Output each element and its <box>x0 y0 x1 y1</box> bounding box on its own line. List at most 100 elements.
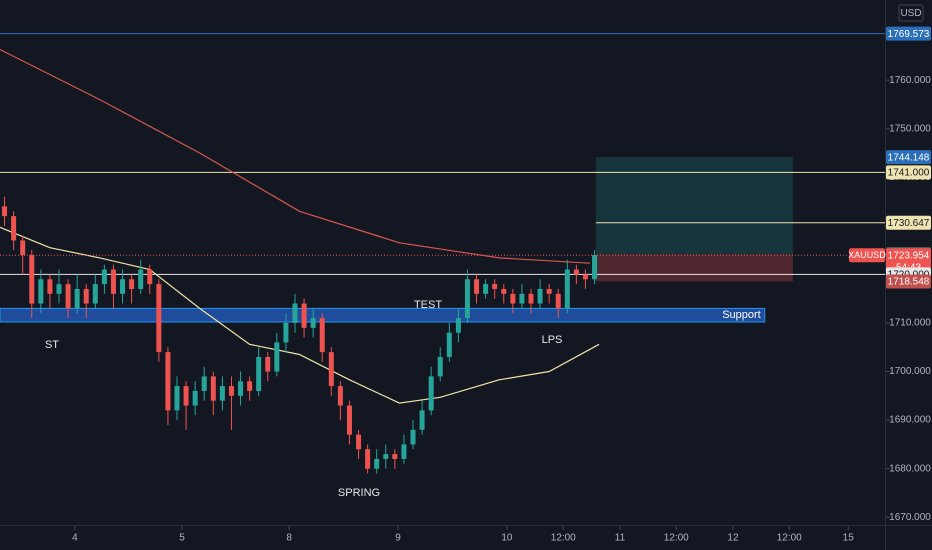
candle-body <box>510 293 516 304</box>
level-tag-label: 1741.000 <box>888 168 930 179</box>
candle-body <box>283 322 289 343</box>
stop-tag-box <box>886 274 931 289</box>
candle-body <box>201 376 207 391</box>
support-zone <box>0 307 766 323</box>
x-tick-label: 8 <box>286 533 292 544</box>
x-tick-label: 11 <box>615 533 626 544</box>
candle-body <box>247 381 253 391</box>
candle-body <box>519 293 525 304</box>
candle-body <box>156 284 162 353</box>
stop-tag-label: 1718.548 <box>888 277 930 288</box>
candle-body <box>455 318 461 333</box>
candle-body <box>192 390 198 406</box>
candle-body <box>120 279 126 294</box>
last-price-label: 1723.954 <box>888 250 930 261</box>
candle-body <box>319 318 325 353</box>
candle-body <box>464 279 470 319</box>
candle-body <box>219 386 225 401</box>
candle-body <box>238 381 244 396</box>
y-tick-label: 1710.000 <box>889 318 931 329</box>
candle-body <box>337 386 343 406</box>
candle-body <box>174 386 180 411</box>
x-tick-label: 9 <box>395 533 401 544</box>
y-tick-label: 1750.000 <box>889 123 931 134</box>
annotation: LPS <box>542 334 563 346</box>
annotation: SPRING <box>338 487 380 499</box>
level-tag-box <box>886 26 931 41</box>
support-label: Support <box>722 309 761 321</box>
annotation: ST <box>45 339 59 351</box>
y-tick-label: 1760.000 <box>889 75 931 86</box>
level-tag-label: 1769.573 <box>888 29 930 40</box>
candle-body <box>138 269 144 289</box>
candle-body <box>446 332 452 357</box>
candle-body <box>129 279 135 289</box>
candle-body <box>165 352 171 411</box>
x-tick-label: 4 <box>72 533 78 544</box>
stop-zone <box>595 254 793 282</box>
symbol-label: XAUUSD <box>848 250 886 260</box>
candle-body <box>256 356 262 391</box>
candle-body <box>383 454 389 459</box>
x-tick-label: 5 <box>179 533 185 544</box>
candle-body <box>592 254 598 280</box>
candle-body <box>564 269 570 309</box>
candle-body <box>428 376 434 411</box>
candle-body <box>528 293 534 304</box>
candle-body <box>56 284 62 294</box>
candle-body <box>65 284 71 309</box>
candle-body <box>83 288 89 304</box>
moving-average <box>0 226 600 404</box>
currency-box[interactable] <box>898 4 924 22</box>
x-tick-label: 12:00 <box>777 533 802 544</box>
candle-body <box>401 444 407 459</box>
candle-body <box>228 386 234 396</box>
candle-body <box>101 269 107 285</box>
y-tick-label: 1670.000 <box>889 512 931 523</box>
moving-average <box>0 48 591 264</box>
x-tick-label: 10 <box>501 533 513 544</box>
candle-body <box>573 269 579 275</box>
target-tag-box <box>886 150 931 165</box>
candle-body <box>183 386 189 406</box>
candle-body <box>419 410 425 430</box>
candle-body <box>365 449 371 469</box>
y-tick-label: 1680.000 <box>889 463 931 474</box>
candle-body <box>537 288 543 304</box>
candle-body <box>356 434 362 450</box>
y-tick-label: 1690.000 <box>889 415 931 426</box>
y-tick-label: 1700.000 <box>889 366 931 377</box>
candle-body <box>492 284 498 289</box>
level-tag-box <box>886 165 931 180</box>
position-line-tag-label: 1730.647 <box>888 218 930 229</box>
candle-body <box>2 206 8 217</box>
x-tick-label: 12:00 <box>664 533 689 544</box>
candle-body <box>582 274 588 280</box>
candle-body <box>147 269 153 285</box>
candle-body <box>346 405 352 435</box>
x-tick-label: 12:00 <box>551 533 576 544</box>
candle-body <box>328 352 334 387</box>
candle-body <box>29 254 35 304</box>
candle-body <box>11 216 17 241</box>
candle-body <box>310 318 316 328</box>
candle-body <box>110 269 116 294</box>
position-line-tag-box <box>886 215 931 230</box>
candle-body <box>92 284 98 304</box>
candle-body <box>292 303 298 323</box>
candle-body <box>501 288 507 294</box>
currency: USD <box>900 8 921 19</box>
candle-body <box>555 293 561 309</box>
candle-body <box>483 284 489 294</box>
target-zone <box>595 157 793 255</box>
candle-body <box>47 279 53 294</box>
x-tick-label: 15 <box>843 533 855 544</box>
candle-body <box>410 429 416 445</box>
candle-body <box>301 303 307 328</box>
annotation: TEST <box>414 299 442 311</box>
candle-body <box>374 458 380 469</box>
candle-body <box>474 279 480 294</box>
